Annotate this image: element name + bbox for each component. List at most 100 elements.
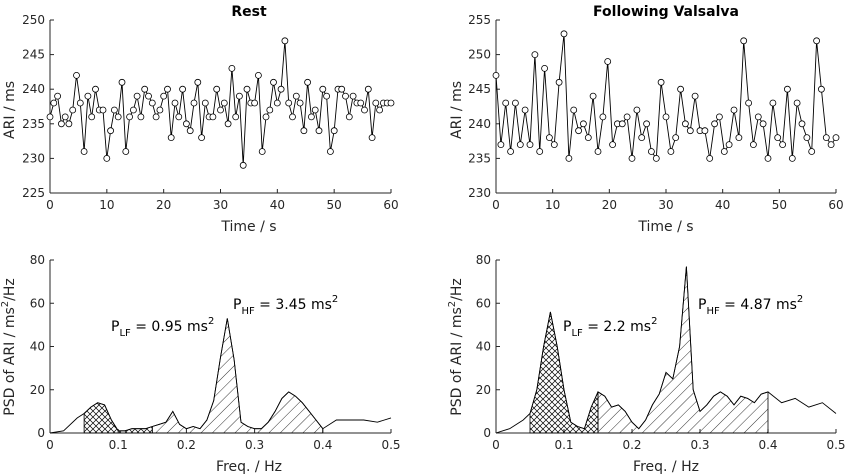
rest-time-point xyxy=(364,85,372,93)
rest-time-point xyxy=(114,113,122,121)
rest-time-point xyxy=(304,78,312,86)
rest-time-y-tick-label: 230 xyxy=(22,151,45,165)
valsalva-time-point xyxy=(638,134,646,142)
rest-time-point xyxy=(273,99,281,107)
rest-time-point xyxy=(323,92,331,100)
valsalva-time-point xyxy=(599,113,607,121)
rest-time-series-line xyxy=(49,40,391,166)
rest-time-point xyxy=(326,148,334,155)
rest-time-y-tick-label: 235 xyxy=(22,117,45,131)
rest-time-point xyxy=(129,106,137,114)
valsalva-time-point xyxy=(754,113,762,121)
valsalva-time-point xyxy=(774,134,782,142)
valsalva-time-y-tick-label: 245 xyxy=(468,82,491,96)
y-axis-label-rest-psd: PSD of ARI / ms2/Hz xyxy=(0,278,18,415)
rest-psd-x-tick-label: 0.5 xyxy=(381,438,400,452)
rest-time-point xyxy=(156,106,164,114)
rest-time-point xyxy=(349,92,357,100)
valsalva-time-point xyxy=(701,127,709,135)
rest-time-point xyxy=(160,92,168,100)
rest-time-point xyxy=(220,99,228,107)
valsalva-time-point xyxy=(662,113,670,121)
rest-time-point xyxy=(50,99,58,107)
rest-time-x-tick-label: 20 xyxy=(156,198,171,212)
valsalva-time-x-tick-label: 60 xyxy=(828,198,843,212)
valsalva-time-point xyxy=(822,134,830,142)
rest-psd-y-tick-label: 40 xyxy=(30,340,45,354)
rest-time-point xyxy=(319,85,327,93)
valsalva-psd-hf-band xyxy=(597,266,769,434)
rest-time-point xyxy=(137,113,145,121)
valsalva-time-point xyxy=(691,92,699,100)
rest-time-x-tick-label: 10 xyxy=(99,198,114,212)
rest-time-point xyxy=(80,148,88,155)
valsalva-time-point xyxy=(788,154,796,162)
rest-time-y-tick-label: 250 xyxy=(22,13,45,27)
rest-time-point xyxy=(258,148,266,155)
valsalva-time-point xyxy=(750,141,757,149)
valsalva-psd-x-tick-label: 0 xyxy=(492,438,500,452)
rest-time-point xyxy=(235,92,243,100)
rest-time-point xyxy=(76,99,84,107)
valsalva-time-point xyxy=(648,148,655,155)
valsalva-time-point xyxy=(764,154,772,162)
rest-time-point xyxy=(148,99,156,107)
valsalva-time-x-tick-label: 10 xyxy=(545,198,560,212)
y-axis-label-valsalva-ari: ARI / ms xyxy=(449,81,465,139)
valsalva-time-point xyxy=(643,120,650,128)
valsalva-time-point xyxy=(550,141,558,149)
rest-time-point xyxy=(292,92,300,100)
annotation-valsalva-phf: PHF = 4.87 ms2 xyxy=(698,294,803,317)
panel-rest-time-series: 0 10 20 30 40 50 60 225 230 235 240 245 250 xyxy=(22,13,399,212)
valsalva-psd-y-tick-label: 60 xyxy=(476,296,491,310)
rest-time-point xyxy=(277,85,285,93)
valsalva-time-x-tick-label: 50 xyxy=(772,198,787,212)
x-axis-label-valsalva-time: Time / s xyxy=(637,219,693,235)
rest-time-x-tick-label: 40 xyxy=(270,198,285,212)
valsalva-time-point xyxy=(706,154,714,162)
rest-time-point xyxy=(368,134,376,142)
valsalva-time-point xyxy=(759,120,767,128)
valsalva-time-point xyxy=(589,92,597,100)
valsalva-time-point xyxy=(570,106,578,114)
valsalva-time-point xyxy=(672,134,680,142)
rest-time-point xyxy=(141,85,149,93)
rest-time-point xyxy=(175,113,183,121)
rest-time-point xyxy=(254,72,262,79)
valsalva-time-point xyxy=(560,30,568,38)
valsalva-psd-x-tick-label: 0.5 xyxy=(826,438,845,452)
rest-time-point xyxy=(357,99,365,107)
valsalva-psd-y-tick-label: 80 xyxy=(476,253,491,267)
rest-time-point xyxy=(228,65,236,72)
rest-time-point xyxy=(99,106,107,114)
rest-time-point xyxy=(285,99,293,107)
rest-time-point xyxy=(194,78,202,86)
valsalva-time-y-tick-label: 240 xyxy=(468,117,491,131)
valsalva-psd-x-tick-label: 0.1 xyxy=(554,438,573,452)
rest-time-point xyxy=(387,99,395,107)
valsalva-time-x-tick-label: 0 xyxy=(492,198,500,212)
rest-time-point xyxy=(224,120,232,128)
rest-time-point xyxy=(338,85,346,93)
annotation-rest-phf: PHF = 3.45 ms2 xyxy=(233,294,338,317)
valsalva-time-point xyxy=(813,37,820,45)
valsalva-time-point xyxy=(584,134,592,142)
rest-time-point xyxy=(190,99,198,107)
rest-time-point xyxy=(239,161,247,169)
rest-time-point xyxy=(103,154,111,162)
rest-time-point xyxy=(46,113,54,121)
rest-psd-y-tick-label: 0 xyxy=(37,426,45,440)
valsalva-time-point xyxy=(793,99,801,107)
valsalva-time-point xyxy=(652,154,660,162)
rest-time-point xyxy=(251,99,259,107)
valsalva-time-y-tick-label: 255 xyxy=(468,13,491,27)
valsalva-time-point xyxy=(827,141,835,149)
rest-time-point xyxy=(266,106,274,114)
rest-time-point xyxy=(65,120,73,128)
valsalva-time-point xyxy=(492,72,500,79)
rest-time-point xyxy=(54,92,61,100)
rest-time-point xyxy=(58,120,65,128)
y-axis-label-valsalva-psd: PSD of ARI / ms2/Hz xyxy=(447,278,465,415)
valsalva-psd-y-tick-label: 0 xyxy=(483,426,491,440)
valsalva-time-point xyxy=(682,120,689,128)
